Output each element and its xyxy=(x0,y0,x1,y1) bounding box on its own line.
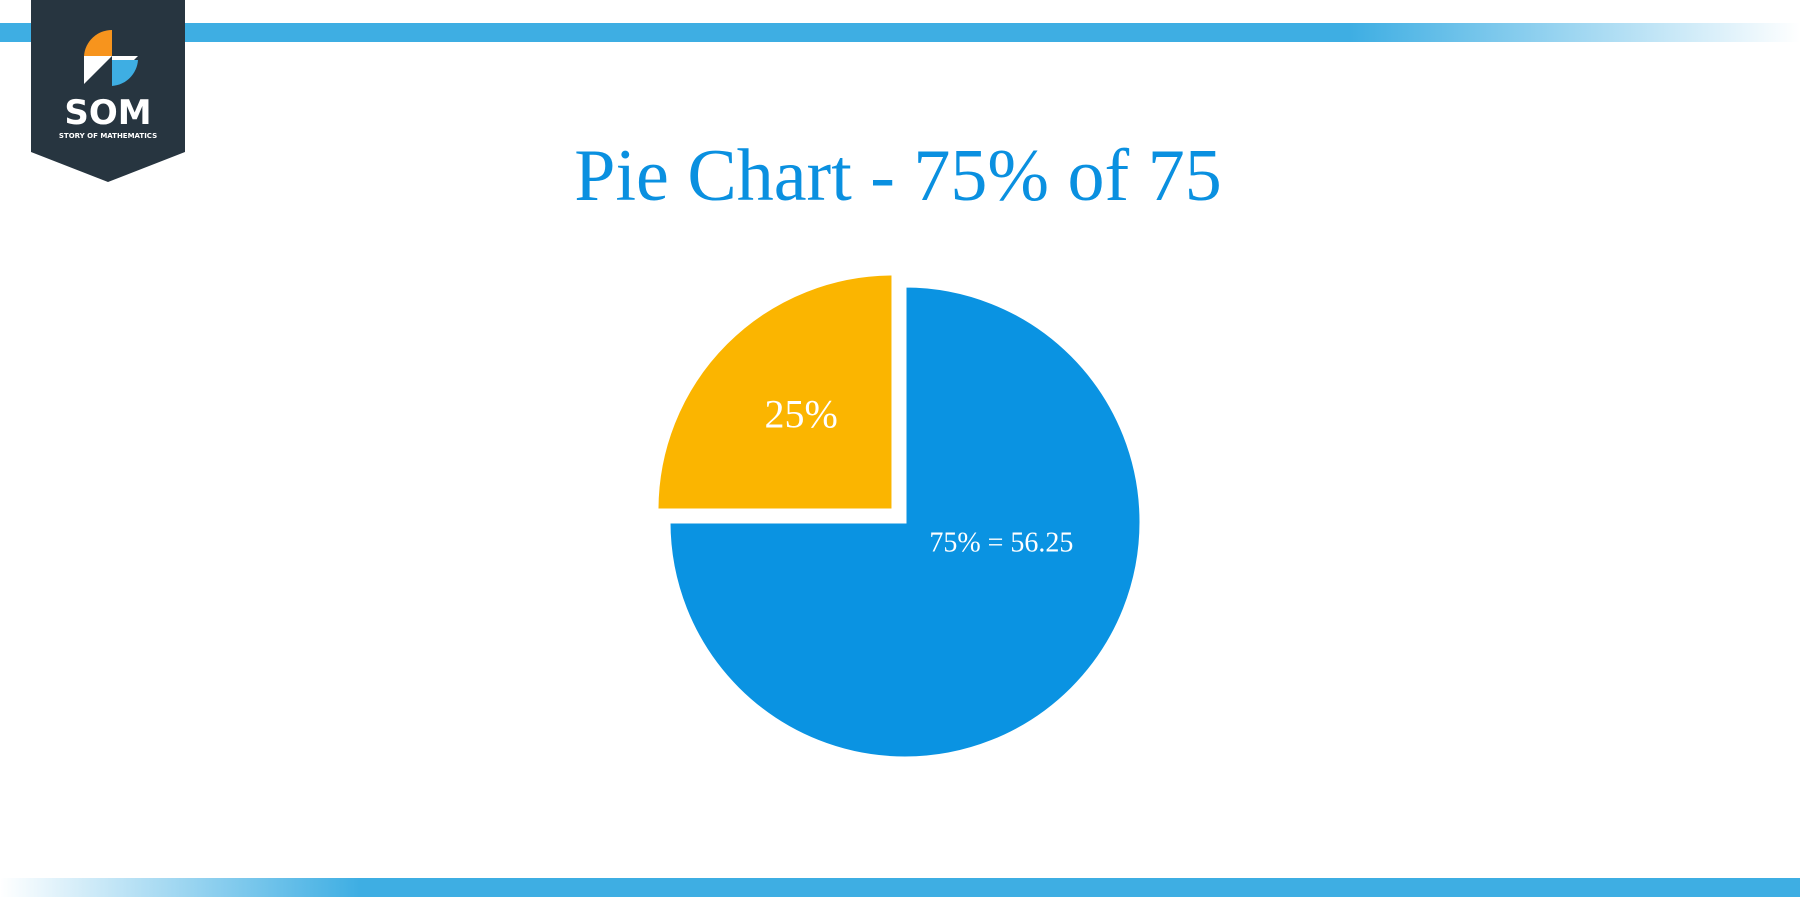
value-label: 75% = 56.25 xyxy=(929,528,1073,559)
bottom-bar xyxy=(0,878,1800,897)
value-label: 25% xyxy=(765,391,838,436)
pie-slice xyxy=(667,284,1143,760)
logo-tagline: STORY OF MATHEMATICS xyxy=(59,132,157,140)
logo: SOM STORY OF MATHEMATICS xyxy=(31,0,185,182)
pie: 75% = 56.25 25% xyxy=(655,272,1143,760)
pie-slice xyxy=(655,272,895,512)
top-bar xyxy=(0,23,1800,42)
logo-name: SOM xyxy=(64,93,151,133)
chart-title: Pie Chart - 75% of 75 xyxy=(574,135,1221,217)
